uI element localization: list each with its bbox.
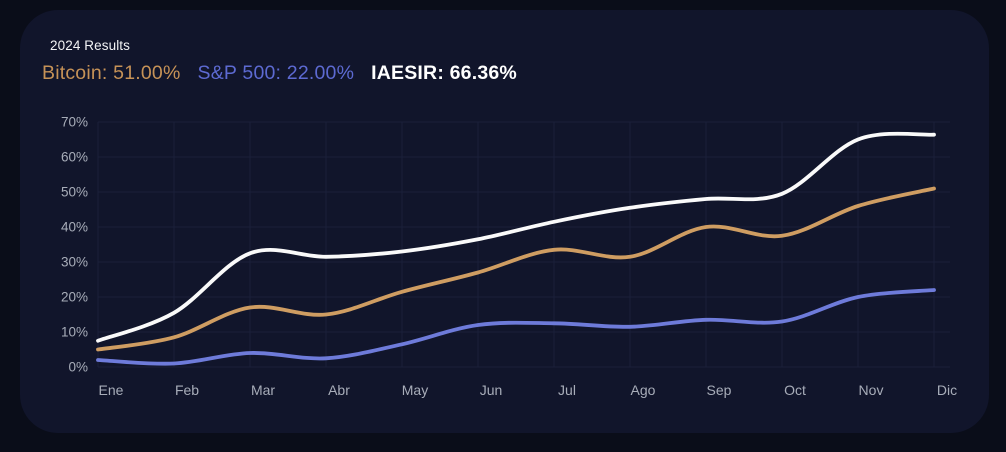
x-axis-month-label: Ago — [631, 382, 656, 398]
legend-item-sp500: S&P 500: 22.00% — [197, 62, 355, 84]
chart-title: 2024 Results — [50, 38, 130, 53]
y-axis-tick-label: 60% — [61, 150, 88, 165]
series-line-iaesir — [96, 131, 936, 343]
legend-item-iaesir: IAESIR: 66.36% — [371, 62, 517, 84]
x-axis-month-label: Jun — [480, 382, 503, 398]
x-axis-month-label: Abr — [328, 382, 350, 398]
y-axis-tick-label: 40% — [61, 220, 88, 235]
x-axis-month-label: Ene — [99, 382, 124, 398]
x-axis-month-label: Nov — [859, 382, 884, 398]
x-axis-month-label: Jul — [558, 382, 576, 398]
x-axis-month-label: Sep — [707, 382, 732, 398]
y-axis-tick-label: 30% — [61, 255, 88, 270]
x-axis-month-label: May — [402, 382, 428, 398]
x-axis-month-label: Dic — [937, 382, 957, 398]
y-axis-tick-label: 10% — [61, 325, 88, 340]
y-axis-tick-label: 0% — [68, 360, 88, 375]
x-axis-month-label: Oct — [784, 382, 806, 398]
y-axis-tick-label: 70% — [61, 115, 88, 130]
series-line-s-p-500 — [96, 288, 936, 366]
x-axis-month-label: Feb — [175, 382, 199, 398]
y-axis-tick-label: 50% — [61, 185, 88, 200]
chart-legend: Bitcoin: 51.00% S&P 500: 22.00% IAESIR: … — [42, 62, 517, 85]
series-line-bitcoin — [96, 186, 936, 352]
x-axis-month-label: Mar — [251, 382, 275, 398]
y-axis-tick-label: 20% — [61, 290, 88, 305]
legend-item-bitcoin: Bitcoin: 51.00% — [42, 62, 181, 84]
